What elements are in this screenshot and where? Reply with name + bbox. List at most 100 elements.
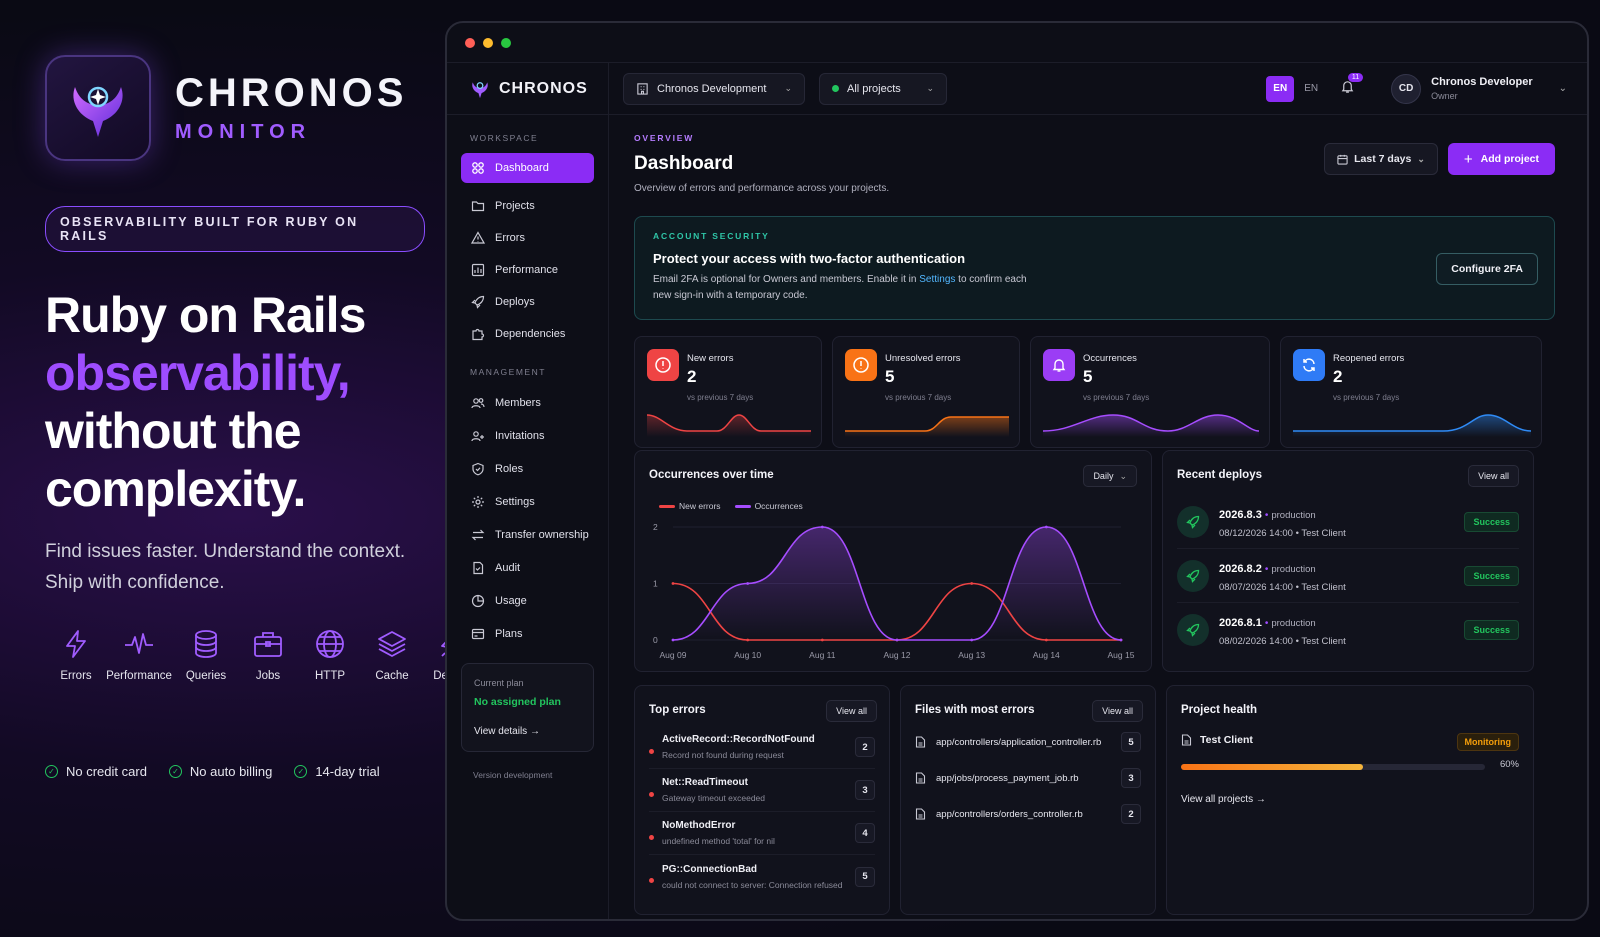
feature-performance: Performance [106, 628, 172, 682]
files-view-all-button[interactable]: View all [1092, 700, 1143, 722]
file-path: app/controllers/orders_controller.rb [936, 808, 1083, 820]
org-select[interactable]: Chronos Development ⌄ [623, 72, 805, 105]
sidebar-item-members[interactable]: Members [461, 387, 594, 418]
occurrences-chart-panel: Occurrences over time Daily ⌄ New errors … [634, 450, 1152, 672]
settings-link[interactable]: Settings [919, 274, 956, 285]
file-row[interactable]: app/controllers/orders_controller.rb 2 [915, 796, 1141, 832]
top-errors-view-all-button[interactable]: View all [826, 700, 877, 722]
plus-icon: + [1463, 150, 1473, 168]
stat-value: 5 [1083, 367, 1093, 386]
sidebar-item-plans[interactable]: Plans [461, 618, 594, 649]
file-icon [1181, 734, 1192, 746]
deploy-row[interactable]: 2026.8.2 • production 08/07/2026 14:00 • T… [1177, 549, 1519, 603]
granularity-select[interactable]: Daily ⌄ [1083, 465, 1137, 487]
avatar[interactable]: CD [1391, 73, 1422, 104]
sidebar-item-label: Plans [495, 627, 523, 640]
notifications-button[interactable]: 11 [1340, 72, 1364, 99]
user-plus-icon [471, 430, 484, 441]
project-select[interactable]: All projects ⌄ [819, 72, 947, 105]
check-trial: ✓ 14-day trial [294, 764, 380, 779]
file-row[interactable]: app/jobs/process_payment_job.rb 3 [915, 760, 1141, 796]
stat-card-unresolved-errors[interactable]: Unresolved errors 5 vs previous 7 days [832, 336, 1020, 448]
sidebar-item-deploys[interactable]: Deploys [461, 287, 594, 317]
deploy-row[interactable]: 2026.8.1 • production 08/02/2026 14:00 • T… [1177, 603, 1519, 657]
error-name: PG::ConnectionBad [662, 863, 757, 875]
sidebar-item-settings[interactable]: Settings [461, 486, 594, 517]
files-title: Files with most errors [915, 704, 1035, 716]
sidebar-item-dependencies[interactable]: Dependencies [461, 319, 594, 349]
stat-label: Occurrences [1083, 353, 1137, 364]
sidebar-item-label: Members [495, 396, 541, 409]
sidebar-item-label: Deploys [495, 296, 535, 308]
folder-icon [471, 201, 485, 212]
view-plan-details-link[interactable]: View details → [474, 726, 540, 737]
current-plan-card: Current plan No assigned plan View detai… [461, 663, 594, 752]
error-name: NoMethodError [662, 820, 736, 831]
data-point [671, 582, 675, 585]
stat-card-new-errors[interactable]: New errors 2 vs previous 7 days [634, 336, 822, 448]
app-window: CHRONOS Chronos Development ⌄ All projec… [445, 21, 1589, 921]
chart-legend: New errors Occurrences [659, 501, 803, 511]
minimize-window-button[interactable] [483, 37, 493, 48]
file-icon [915, 772, 926, 784]
check-icon: ✓ [294, 765, 308, 778]
configure-2fa-button[interactable]: Configure 2FA [1436, 253, 1538, 285]
deploy-meta: 08/12/2026 14:00 • Test Client [1219, 527, 1346, 539]
user-menu[interactable]: Chronos Developer Owner [1431, 76, 1532, 101]
error-row[interactable]: NoMethodError undefined method 'total' fo… [649, 812, 875, 855]
subhead-line-2: Ship with confidence. [45, 572, 225, 593]
headline-line-2: without the [45, 403, 302, 459]
sidebar-item-audit[interactable]: Audit [461, 552, 594, 583]
error-row[interactable]: ActiveRecord::RecordNotFound Record not f… [649, 726, 875, 769]
check-icon: ✓ [168, 765, 182, 778]
lang-button[interactable]: EN [1304, 83, 1319, 94]
check-no-credit-card: ✓ No credit card [45, 764, 147, 779]
stat-card-occurrences[interactable]: Occurrences 5 vs previous 7 days [1030, 336, 1270, 448]
view-all-projects-link[interactable]: View all projects → [1181, 794, 1266, 805]
error-row[interactable]: PG::ConnectionBad could not connect to se… [649, 855, 875, 898]
feature-label: Errors [60, 670, 92, 682]
sidebar-item-roles[interactable]: Roles [461, 453, 594, 484]
chevron-down-icon[interactable]: ⌄ [1558, 83, 1567, 94]
stat-card-reopened-errors[interactable]: Reopened errors 2 vs previous 7 days [1280, 336, 1542, 448]
file-row[interactable]: app/controllers/application_controller.r… [915, 724, 1141, 760]
date-range-select[interactable]: Last 7 days ⌄ [1324, 143, 1438, 175]
security-text: Email 2FA is optional for Owners and mem… [653, 272, 1043, 304]
sidebar-item-label: Errors [495, 232, 525, 244]
database-icon [195, 630, 217, 658]
chevron-down-icon: ⌄ [1417, 153, 1425, 164]
plan-value: No assigned plan [474, 696, 561, 708]
health-project-row[interactable]: Test Client [1181, 734, 1253, 746]
sidebar-item-invitations[interactable]: Invitations [461, 420, 594, 451]
user-name: Chronos Developer [1431, 76, 1533, 88]
subhead: Find issues faster. Understand the conte… [45, 536, 425, 598]
deploys-view-all-button[interactable]: View all [1468, 465, 1519, 487]
sidebar-item-usage[interactable]: Usage [461, 585, 594, 616]
feature-label: HTTP [314, 670, 346, 682]
sidebar-item-label: Audit [495, 561, 521, 574]
close-window-button[interactable] [465, 37, 475, 48]
sidebar-item-transfer-ownership[interactable]: Transfer ownership [461, 519, 594, 550]
legend-item-occurrences: Occurrences [734, 501, 803, 511]
error-name: ActiveRecord::RecordNotFound [662, 734, 815, 745]
legend-swatch [659, 505, 675, 509]
error-row[interactable]: Net::ReadTimeout Gateway timeout exceeded… [649, 769, 875, 812]
stat-value: 2 [1333, 367, 1343, 386]
subhead-line-1: Find issues faster. Understand the conte… [45, 541, 406, 562]
maximize-window-button[interactable] [501, 37, 511, 48]
project-select-value: All projects [847, 82, 901, 95]
feature-label: Cache [375, 670, 409, 682]
deploy-row[interactable]: 2026.8.3 • production 08/12/2026 14:00 • T… [1177, 495, 1519, 549]
add-project-button[interactable]: + Add project [1447, 143, 1555, 175]
data-point [746, 582, 750, 585]
stat-comparison: vs previous 7 days [687, 393, 754, 402]
file-count: 3 [1121, 768, 1141, 788]
sidebar-item-projects[interactable]: Projects [461, 191, 594, 221]
sidebar-item-errors[interactable]: Errors [461, 223, 594, 253]
sidebar-item-dashboard[interactable]: Dashboard [461, 153, 594, 183]
sidebar-item-performance[interactable]: Performance [461, 255, 594, 285]
app-logo[interactable]: CHRONOS [447, 63, 609, 114]
lang-button-active[interactable]: EN [1266, 75, 1295, 102]
warning-icon [471, 231, 485, 244]
error-count: 2 [855, 737, 875, 757]
